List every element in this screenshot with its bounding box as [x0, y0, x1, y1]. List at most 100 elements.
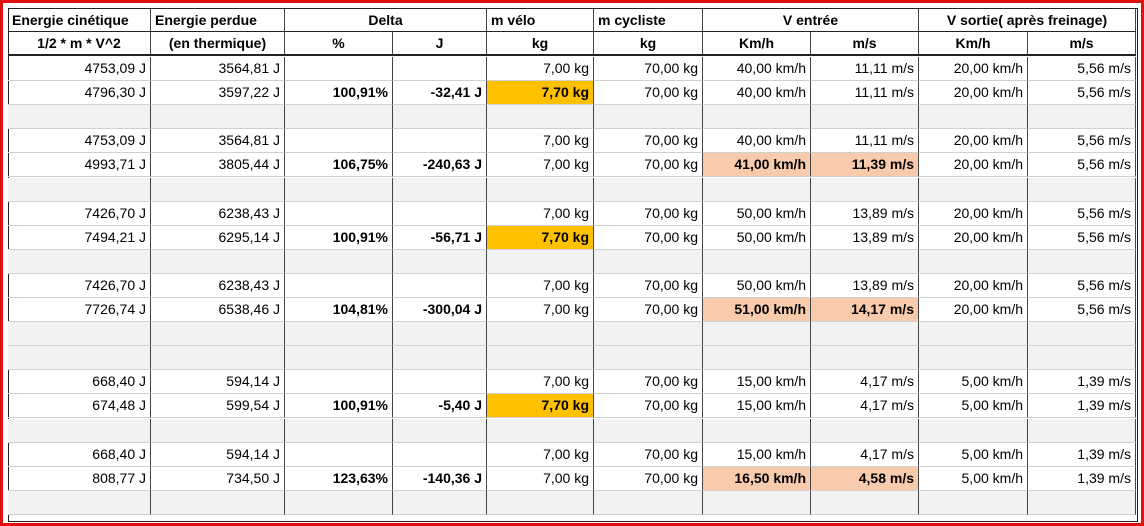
- data-cell: -140,36 J: [393, 466, 487, 491]
- data-cell: 4753,09 J: [8, 57, 151, 82]
- data-cell: 20,00 km/h: [919, 201, 1028, 226]
- data-cell: 7,00 kg: [487, 273, 594, 298]
- blank-cell: [487, 418, 594, 443]
- data-cell: 3564,81 J: [151, 57, 285, 82]
- blank-cell: [285, 346, 393, 371]
- data-cell: 11,39 m/s: [811, 153, 919, 178]
- data-cell: -32,41 J: [393, 81, 487, 106]
- blank-cell: [285, 249, 393, 274]
- header-cell: J: [393, 32, 487, 56]
- header-cell: (en thermique): [151, 32, 285, 56]
- blank-cell: [393, 370, 487, 395]
- blank-cell: [594, 177, 703, 202]
- data-cell: 104,81%: [285, 298, 393, 323]
- blank-cell: [285, 105, 393, 130]
- data-cell: 5,00 km/h: [919, 370, 1028, 395]
- blank-cell: [703, 322, 811, 347]
- data-cell: 4,17 m/s: [811, 370, 919, 395]
- blank-cell: [487, 322, 594, 347]
- blank-cell: [8, 322, 151, 347]
- data-cell: 40,00 km/h: [703, 81, 811, 106]
- data-cell: 70,00 kg: [594, 466, 703, 491]
- blank-cell: [811, 105, 919, 130]
- header-cell: V sortie( après freinage): [919, 9, 1136, 32]
- data-cell: 7,00 kg: [487, 129, 594, 154]
- header-cell: kg: [594, 32, 703, 56]
- blank-cell: [1028, 418, 1136, 443]
- data-cell: 7726,74 J: [8, 298, 151, 323]
- data-cell: 7,00 kg: [487, 370, 594, 395]
- blank-cell: [703, 105, 811, 130]
- blank-cell: [8, 346, 151, 371]
- blank-cell: [811, 346, 919, 371]
- blank-cell: [703, 249, 811, 274]
- blank-cell: [393, 57, 487, 82]
- data-cell: 4753,09 J: [8, 129, 151, 154]
- header-cell: V entrée: [703, 9, 919, 32]
- data-cell: 674,48 J: [8, 394, 151, 419]
- blank-cell: [285, 490, 393, 515]
- data-cell: 7494,21 J: [8, 225, 151, 250]
- data-cell: 7,00 kg: [487, 442, 594, 467]
- blank-cell: [151, 418, 285, 443]
- data-cell: 70,00 kg: [594, 273, 703, 298]
- data-cell: 70,00 kg: [594, 225, 703, 250]
- data-cell: 1,39 m/s: [1028, 394, 1136, 419]
- blank-cell: [919, 249, 1028, 274]
- data-cell: 40,00 km/h: [703, 57, 811, 82]
- header-cell: m/s: [1028, 32, 1136, 56]
- blank-cell: [393, 418, 487, 443]
- data-cell: 599,54 J: [151, 394, 285, 419]
- data-cell: 100,91%: [285, 394, 393, 419]
- data-cell: 15,00 km/h: [703, 394, 811, 419]
- blank-cell: [594, 105, 703, 130]
- blank-cell: [151, 490, 285, 515]
- blank-cell: [1028, 249, 1136, 274]
- header-cell: Delta: [285, 9, 487, 32]
- blank-cell: [285, 322, 393, 347]
- data-cell: 668,40 J: [8, 370, 151, 395]
- blank-cell: [594, 418, 703, 443]
- header-cell: m cycliste: [594, 9, 703, 32]
- blank-cell: [919, 322, 1028, 347]
- data-cell: 5,56 m/s: [1028, 81, 1136, 106]
- data-cell: 20,00 km/h: [919, 298, 1028, 323]
- data-cell: 20,00 km/h: [919, 153, 1028, 178]
- header-cell: Energie cinétique: [8, 9, 151, 32]
- data-cell: 5,56 m/s: [1028, 273, 1136, 298]
- blank-cell: [487, 346, 594, 371]
- data-cell: 11,11 m/s: [811, 57, 919, 82]
- header-cell: m/s: [811, 32, 919, 56]
- blank-cell: [811, 418, 919, 443]
- header-cell: kg: [487, 32, 594, 56]
- data-cell: 5,56 m/s: [1028, 57, 1136, 82]
- blank-cell: [393, 129, 487, 154]
- data-cell: 70,00 kg: [594, 153, 703, 178]
- data-cell: 4,17 m/s: [811, 394, 919, 419]
- data-cell: 7,70 kg: [487, 394, 594, 419]
- blank-cell: [703, 346, 811, 371]
- data-cell: 123,63%: [285, 466, 393, 491]
- data-cell: 7,00 kg: [487, 466, 594, 491]
- data-cell: 11,11 m/s: [811, 129, 919, 154]
- data-cell: 70,00 kg: [594, 129, 703, 154]
- header-cell: m vélo: [487, 9, 594, 32]
- blank-cell: [285, 129, 393, 154]
- data-cell: 7426,70 J: [8, 201, 151, 226]
- data-cell: 7426,70 J: [8, 273, 151, 298]
- data-cell: 6238,43 J: [151, 201, 285, 226]
- blank-cell: [919, 418, 1028, 443]
- blank-cell: [703, 418, 811, 443]
- blank-cell: [919, 346, 1028, 371]
- data-cell: 7,00 kg: [487, 57, 594, 82]
- data-cell: 70,00 kg: [594, 370, 703, 395]
- data-cell: 50,00 km/h: [703, 225, 811, 250]
- header-cell: Km/h: [919, 32, 1028, 56]
- blank-cell: [8, 105, 151, 130]
- blank-cell: [393, 177, 487, 202]
- blank-cell: [393, 442, 487, 467]
- spreadsheet: Energie cinétique Energie perdue Delta m vé…: [8, 8, 1138, 522]
- blank-cell: [285, 57, 393, 82]
- blank-cell: [8, 418, 151, 443]
